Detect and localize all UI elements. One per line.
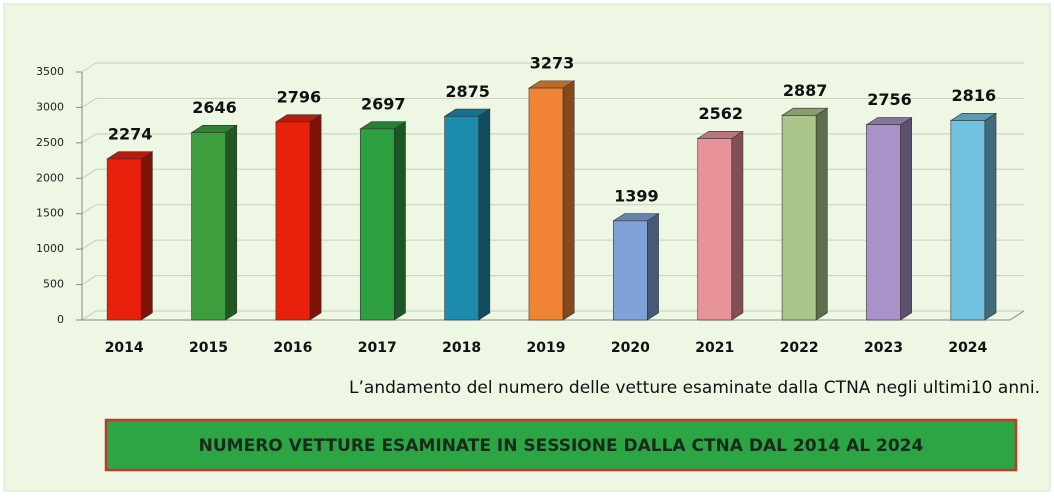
x-tick-label: 2024 <box>948 340 987 356</box>
grid-line-side <box>81 275 97 285</box>
data-label: 2816 <box>952 86 997 105</box>
x-tick-label: 2023 <box>864 340 903 356</box>
data-label: 2697 <box>361 94 406 113</box>
bar <box>528 87 564 321</box>
bar-side <box>900 116 912 321</box>
grid-line-side <box>81 204 97 215</box>
bar <box>697 138 733 321</box>
x-tick-label: 2019 <box>527 340 566 356</box>
grid-line-side <box>81 239 97 250</box>
x-tick-label: 2017 <box>358 340 397 356</box>
bar-side <box>140 151 153 321</box>
bar <box>781 115 817 321</box>
bar-side <box>478 108 491 321</box>
data-label: 3273 <box>530 54 575 73</box>
data-label: 2875 <box>445 82 490 101</box>
bar <box>275 121 311 321</box>
bar-side <box>225 124 238 321</box>
bar <box>950 120 986 321</box>
x-tick-label: 2018 <box>442 340 481 356</box>
y-tick-label: 2000 <box>36 171 64 184</box>
data-label: 2562 <box>698 104 743 123</box>
bar <box>191 132 226 321</box>
bar-side <box>393 121 406 321</box>
data-label: 2756 <box>867 90 912 109</box>
x-tick-label: 2021 <box>695 340 734 356</box>
bar-side <box>309 114 322 321</box>
bar-side <box>731 130 744 321</box>
data-label: 2274 <box>108 124 153 143</box>
x-tick-label: 2016 <box>273 340 312 356</box>
data-label: 2796 <box>277 87 322 106</box>
floor-edge <box>1009 310 1025 321</box>
y-tick-label: 3500 <box>36 65 64 78</box>
y-tick-label: 3000 <box>36 100 64 113</box>
x-tick-label: 2020 <box>611 340 650 356</box>
x-tick-label: 2014 <box>105 340 144 356</box>
chart-title: NUMERO VETTURE ESAMINATE IN SESSIONE DAL… <box>199 436 924 456</box>
y-tick-label: 1500 <box>36 207 64 220</box>
x-tick-label: 2022 <box>780 340 819 356</box>
y-tick-label: 0 <box>57 313 64 326</box>
bar-side <box>647 213 659 321</box>
title-banner <box>104 418 1018 472</box>
bar-side <box>815 107 828 321</box>
y-tick-label: 500 <box>43 278 64 291</box>
grid-line-side <box>81 310 97 321</box>
bar <box>613 220 648 321</box>
bar-side <box>984 112 997 321</box>
bar <box>359 128 395 321</box>
grid-line-side <box>81 168 97 179</box>
y-tick-label: 1000 <box>36 242 64 255</box>
grid-line-side <box>81 62 97 73</box>
data-label: 2646 <box>192 98 237 117</box>
grid-line-side <box>81 98 97 108</box>
x-tick-label: 2015 <box>189 340 228 356</box>
caption: L’andamento del numero delle vetture esa… <box>349 378 1040 398</box>
bar-side <box>562 80 575 321</box>
bar <box>106 158 142 321</box>
bar <box>866 124 901 321</box>
data-label: 1399 <box>614 186 659 205</box>
bar <box>444 115 479 321</box>
grid-line-side <box>81 133 97 144</box>
y-tick-label: 2500 <box>36 136 64 149</box>
data-label: 2887 <box>783 81 828 100</box>
